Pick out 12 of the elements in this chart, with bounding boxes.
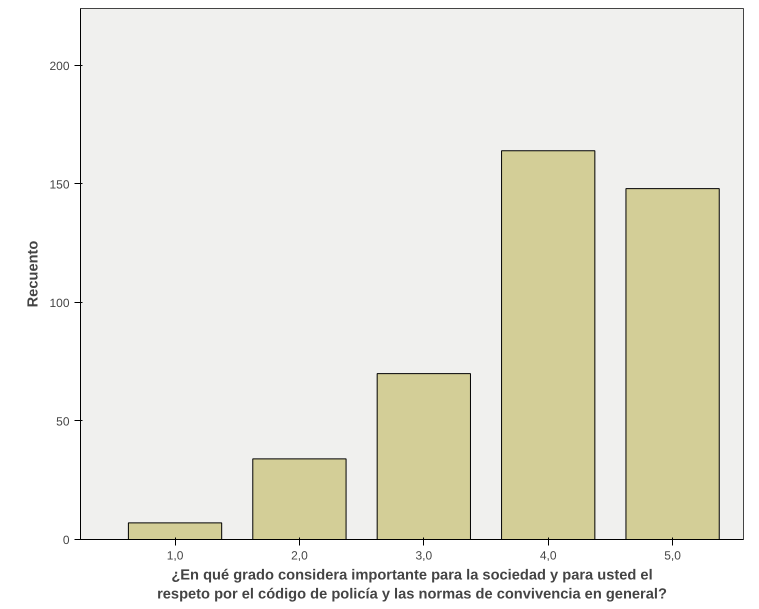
x-tick-label: 5,0 bbox=[664, 548, 682, 562]
x-tick-label: 4,0 bbox=[540, 548, 557, 562]
x-tick-label: 1,0 bbox=[166, 548, 184, 562]
x-tick-label: 2,0 bbox=[291, 548, 308, 562]
x-axis-title: ¿En qué grado considera importante para la sociedad y para usted el respeto por el código de policía y las normas de convivencia en general? bbox=[157, 568, 667, 603]
x-tick-label: 3,0 bbox=[415, 548, 432, 562]
y-tick-label: 100 bbox=[49, 296, 70, 310]
y-axis-title: Recuento bbox=[25, 240, 42, 308]
y-tick-label: 0 bbox=[62, 533, 70, 547]
y-tick-label: 150 bbox=[49, 177, 70, 192]
y-tick-label: 50 bbox=[56, 414, 70, 428]
y-tick-label: 200 bbox=[49, 58, 70, 73]
